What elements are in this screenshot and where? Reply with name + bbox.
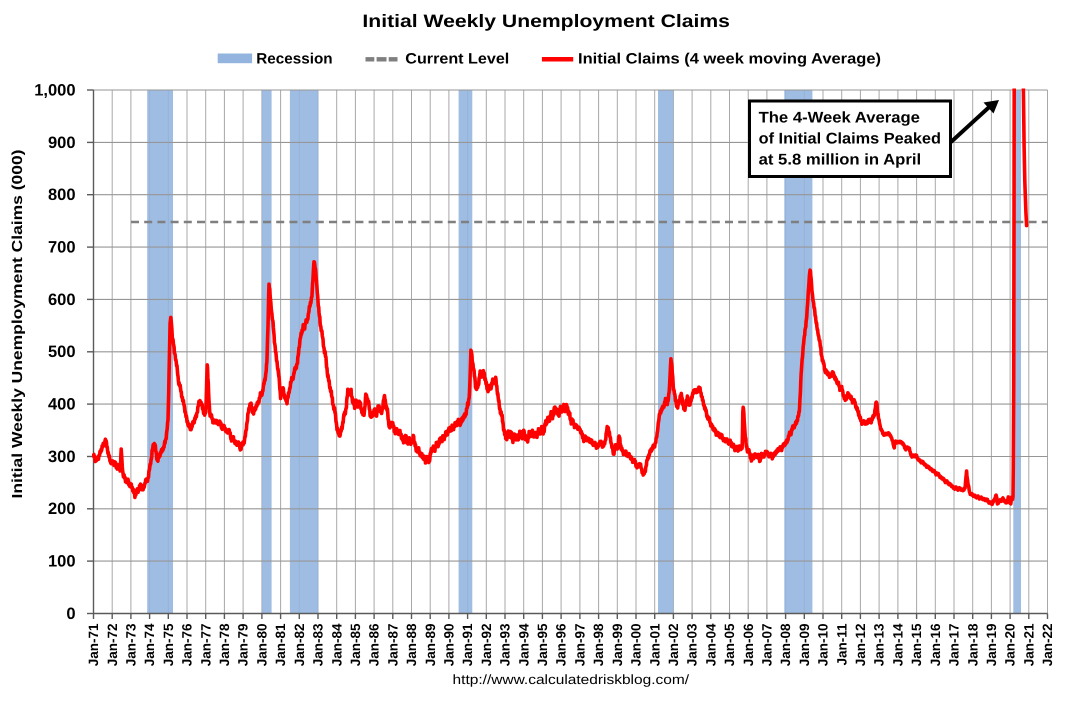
svg-text:Jan-10: Jan-10 — [816, 624, 831, 667]
svg-text:Jan-78: Jan-78 — [217, 623, 232, 666]
svg-text:Jan-90: Jan-90 — [442, 624, 457, 667]
svg-text:Jan-87: Jan-87 — [385, 624, 400, 667]
svg-text:Jan-00: Jan-00 — [629, 624, 644, 667]
svg-text:Jan-14: Jan-14 — [891, 623, 906, 666]
svg-text:Recession: Recession — [256, 50, 332, 67]
svg-text:Jan-19: Jan-19 — [984, 624, 999, 667]
svg-text:Jan-16: Jan-16 — [928, 623, 943, 666]
svg-text:Jan-73: Jan-73 — [124, 623, 139, 666]
svg-text:Jan-75: Jan-75 — [161, 623, 176, 666]
svg-text:Jan-06: Jan-06 — [741, 623, 756, 666]
svg-text:Jan-74: Jan-74 — [142, 623, 157, 666]
svg-text:900: 900 — [48, 134, 76, 152]
svg-text:Jan-91: Jan-91 — [460, 623, 475, 666]
svg-text:800: 800 — [48, 186, 76, 204]
svg-text:100: 100 — [48, 553, 76, 571]
svg-text:Jan-15: Jan-15 — [909, 623, 924, 666]
svg-text:Jan-09: Jan-09 — [797, 624, 812, 667]
svg-text:http://www.calculatedriskblog.: http://www.calculatedriskblog.com/ — [453, 672, 690, 687]
svg-text:Jan-85: Jan-85 — [348, 623, 363, 666]
svg-text:Jan-02: Jan-02 — [666, 624, 681, 667]
svg-text:Initial Weekly Unemployment Cl: Initial Weekly Unemployment Claims — [362, 11, 730, 31]
svg-text:Jan-11: Jan-11 — [834, 623, 849, 666]
svg-text:Jan-71: Jan-71 — [86, 623, 101, 666]
svg-text:at 5.8 million in April: at 5.8 million in April — [759, 151, 922, 168]
svg-text:Initial Claims (4 week moving: Initial Claims (4 week moving Average) — [578, 50, 881, 67]
svg-text:Jan-80: Jan-80 — [255, 624, 270, 667]
svg-text:Jan-03: Jan-03 — [685, 623, 700, 666]
svg-text:Jan-05: Jan-05 — [722, 623, 737, 666]
svg-text:Jan-95: Jan-95 — [535, 623, 550, 666]
svg-text:Jan-84: Jan-84 — [329, 623, 344, 666]
svg-text:Jan-07: Jan-07 — [760, 624, 775, 667]
svg-text:Jan-93: Jan-93 — [498, 623, 513, 666]
svg-text:Jan-13: Jan-13 — [872, 623, 887, 666]
svg-text:Jan-21: Jan-21 — [1021, 623, 1036, 666]
svg-text:Jan-77: Jan-77 — [198, 624, 213, 667]
svg-text:Jan-92: Jan-92 — [479, 624, 494, 667]
svg-text:400: 400 — [48, 396, 76, 414]
svg-text:Jan-08: Jan-08 — [778, 623, 793, 666]
svg-text:Jan-01: Jan-01 — [647, 623, 662, 666]
svg-text:600: 600 — [48, 291, 76, 309]
svg-text:Jan-99: Jan-99 — [610, 624, 625, 667]
svg-text:Jan-89: Jan-89 — [423, 624, 438, 667]
svg-text:Jan-76: Jan-76 — [180, 623, 195, 666]
svg-text:Jan-96: Jan-96 — [554, 623, 569, 666]
svg-text:Jan-72: Jan-72 — [105, 624, 120, 667]
svg-text:Jan-88: Jan-88 — [404, 623, 419, 666]
svg-text:0: 0 — [66, 605, 75, 623]
svg-text:Jan-22: Jan-22 — [1040, 624, 1055, 667]
svg-text:500: 500 — [48, 343, 76, 361]
svg-text:Jan-12: Jan-12 — [853, 624, 868, 667]
svg-text:Jan-98: Jan-98 — [591, 623, 606, 666]
svg-text:Jan-18: Jan-18 — [965, 623, 980, 666]
svg-text:300: 300 — [48, 448, 76, 466]
svg-text:Jan-81: Jan-81 — [273, 623, 288, 666]
svg-text:Jan-83: Jan-83 — [311, 623, 326, 666]
svg-text:Initial Weekly Unemployment Cl: Initial Weekly Unemployment Claims (000) — [10, 149, 26, 498]
svg-text:Jan-86: Jan-86 — [367, 623, 382, 666]
svg-text:Jan-17: Jan-17 — [947, 624, 962, 667]
svg-text:Jan-79: Jan-79 — [236, 624, 251, 667]
svg-text:1,000: 1,000 — [34, 81, 75, 99]
svg-text:Jan-20: Jan-20 — [1003, 623, 1018, 666]
svg-text:Jan-97: Jan-97 — [573, 624, 588, 667]
svg-text:Jan-94: Jan-94 — [516, 623, 531, 666]
svg-text:Jan-82: Jan-82 — [292, 624, 307, 667]
svg-text:200: 200 — [48, 500, 76, 518]
svg-text:Jan-04: Jan-04 — [703, 623, 718, 666]
svg-text:of Initial Claims Peaked: of Initial Claims Peaked — [759, 130, 941, 147]
svg-text:The 4-Week Average: The 4-Week Average — [759, 109, 921, 126]
svg-text:Current Level: Current Level — [405, 50, 509, 67]
svg-text:700: 700 — [48, 239, 76, 257]
